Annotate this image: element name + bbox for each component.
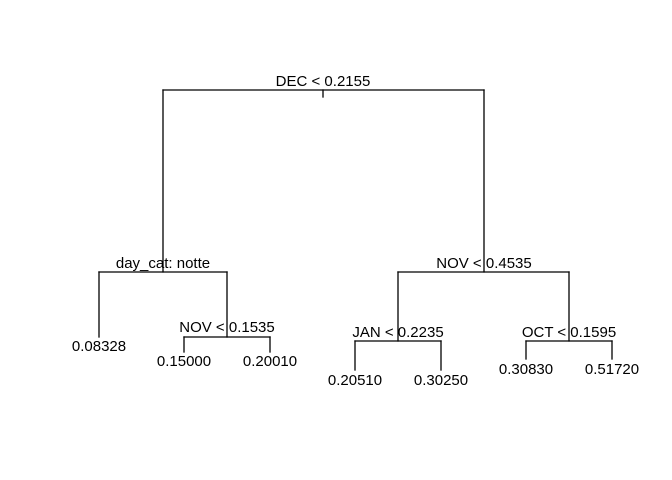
leaf-value: 0.08328 <box>72 338 126 355</box>
split-label-day-cat: day_cat: notte <box>116 255 210 272</box>
leaf-value: 0.51720 <box>585 361 639 378</box>
split-oct <box>525 340 613 360</box>
split-label-jan: JAN < 0.2235 <box>352 324 443 341</box>
leaf-value: 0.20510 <box>328 372 382 389</box>
split-nov-low <box>183 336 271 353</box>
split-nov-high <box>397 271 570 342</box>
split-label-nov-high: NOV < 0.4535 <box>436 255 531 272</box>
leaf-value: 0.20010 <box>243 353 297 370</box>
split-jan <box>354 340 442 371</box>
leaf-value: 0.30830 <box>499 361 553 378</box>
split-root <box>162 89 485 273</box>
split-label-root: DEC < 0.2155 <box>276 73 371 90</box>
leaf-value: 0.30250 <box>414 372 468 389</box>
split-day-cat <box>98 271 228 338</box>
split-label-nov-low: NOV < 0.1535 <box>179 319 274 336</box>
leaf-value: 0.15000 <box>157 353 211 370</box>
split-label-oct: OCT < 0.1595 <box>522 324 616 341</box>
